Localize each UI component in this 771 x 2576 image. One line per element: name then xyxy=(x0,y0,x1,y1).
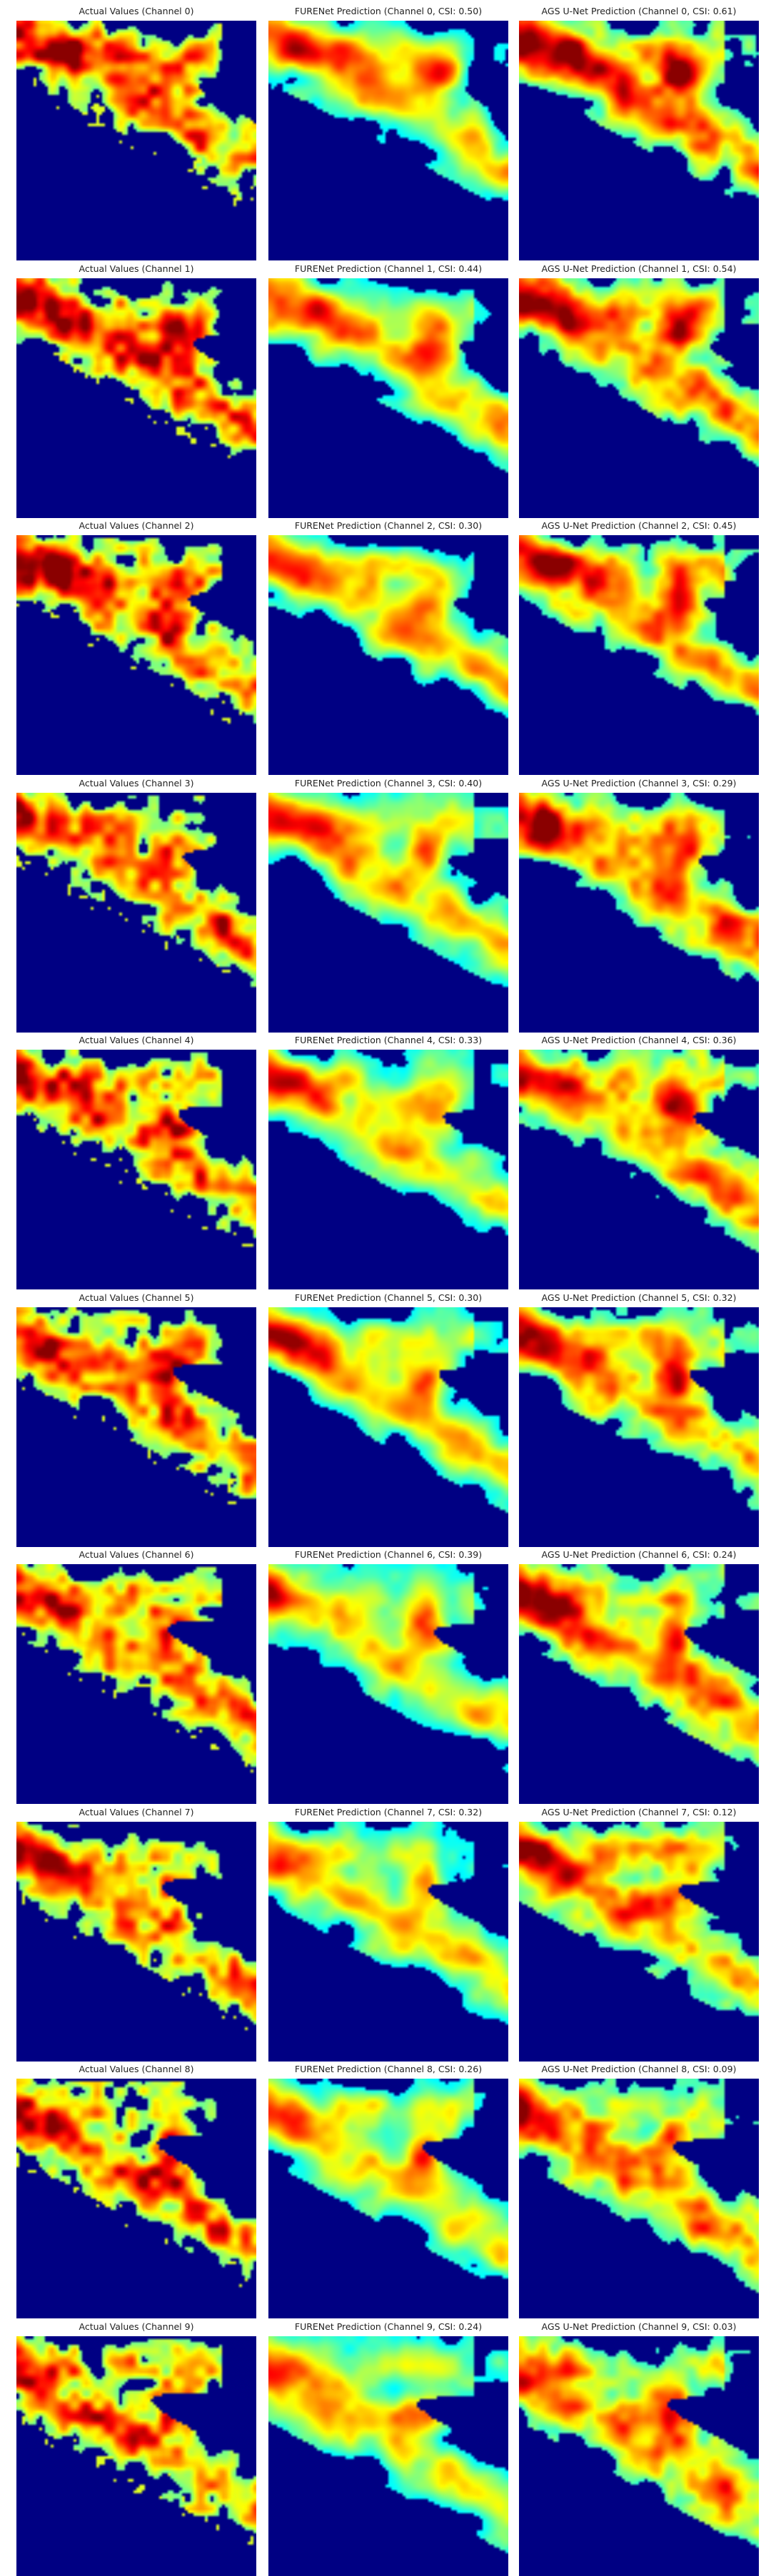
panel-title: Actual Values (Channel 7) xyxy=(79,1806,194,1817)
radar-heatmap-image xyxy=(268,1050,508,1289)
panel-title: FURENet Prediction (Channel 6, CSI: 0.39… xyxy=(294,1549,483,1560)
radar-heatmap-image xyxy=(16,2336,256,2576)
panel-furenet-prediction-channel-4: FURENet Prediction (Channel 4, CSI: 0.33… xyxy=(268,1033,508,1289)
panel-title: Actual Values (Channel 2) xyxy=(79,520,194,531)
radar-heatmap-image xyxy=(268,535,508,775)
radar-heatmap-image xyxy=(519,535,759,775)
panel-furenet-prediction-channel-6: FURENet Prediction (Channel 6, CSI: 0.39… xyxy=(268,1547,508,1804)
panel-title: FURENet Prediction (Channel 7, CSI: 0.32… xyxy=(294,1806,483,1817)
radar-heatmap-image xyxy=(268,2079,508,2318)
radar-heatmap-image xyxy=(268,1821,508,2062)
radar-heatmap-image xyxy=(268,2336,508,2576)
panel-title: AGS U-Net Prediction (Channel 8, CSI: 0.… xyxy=(541,2064,737,2074)
panel-title: FURENet Prediction (Channel 1, CSI: 0.44… xyxy=(294,263,483,274)
panel-title: AGS U-Net Prediction (Channel 4, CSI: 0.… xyxy=(541,1035,737,1045)
panel-actual-values-channel-7: Actual Values (Channel 7) xyxy=(16,1805,256,2062)
radar-heatmap-image xyxy=(519,1564,759,1804)
radar-heatmap-image xyxy=(519,278,759,518)
panel-title: AGS U-Net Prediction (Channel 5, CSI: 0.… xyxy=(541,1292,737,1303)
panel-title: AGS U-Net Prediction (Channel 2, CSI: 0.… xyxy=(541,520,737,531)
radar-heatmap-image xyxy=(16,278,256,518)
panel-actual-values-channel-8: Actual Values (Channel 8) xyxy=(16,2062,256,2318)
panel-title: FURENet Prediction (Channel 2, CSI: 0.30… xyxy=(294,520,483,531)
panel-actual-values-channel-5: Actual Values (Channel 5) xyxy=(16,1290,256,1547)
panel-ags-unet-prediction-channel-2: AGS U-Net Prediction (Channel 2, CSI: 0.… xyxy=(519,518,759,775)
panel-title: AGS U-Net Prediction (Channel 6, CSI: 0.… xyxy=(541,1549,737,1560)
panel-title: Actual Values (Channel 9) xyxy=(79,2321,194,2332)
radar-heatmap-image xyxy=(16,792,256,1033)
panel-furenet-prediction-channel-5: FURENet Prediction (Channel 5, CSI: 0.30… xyxy=(268,1290,508,1547)
radar-heatmap-image xyxy=(268,278,508,518)
panel-furenet-prediction-channel-7: FURENet Prediction (Channel 7, CSI: 0.32… xyxy=(268,1805,508,2062)
radar-heatmap-image xyxy=(519,1307,759,1547)
panel-actual-values-channel-2: Actual Values (Channel 2) xyxy=(16,518,256,775)
radar-heatmap-image xyxy=(519,21,759,260)
radar-heatmap-image xyxy=(16,1307,256,1547)
panel-ags-unet-prediction-channel-1: AGS U-Net Prediction (Channel 1, CSI: 0.… xyxy=(519,261,759,518)
panel-title: Actual Values (Channel 5) xyxy=(79,1292,194,1303)
panel-title: Actual Values (Channel 4) xyxy=(79,1035,194,1045)
radar-heatmap-image xyxy=(519,1821,759,2062)
panel-title: FURENet Prediction (Channel 5, CSI: 0.30… xyxy=(294,1292,483,1303)
panel-title: FURENet Prediction (Channel 9, CSI: 0.24… xyxy=(294,2321,483,2332)
panel-ags-unet-prediction-channel-0: AGS U-Net Prediction (Channel 0, CSI: 0.… xyxy=(519,4,759,260)
panel-title: AGS U-Net Prediction (Channel 3, CSI: 0.… xyxy=(541,777,737,788)
panel-title: Actual Values (Channel 3) xyxy=(79,777,194,788)
panel-title: FURENet Prediction (Channel 8, CSI: 0.26… xyxy=(294,2064,483,2074)
panel-ags-unet-prediction-channel-9: AGS U-Net Prediction (Channel 9, CSI: 0.… xyxy=(519,2319,759,2576)
panel-furenet-prediction-channel-1: FURENet Prediction (Channel 1, CSI: 0.44… xyxy=(268,261,508,518)
panel-title: AGS U-Net Prediction (Channel 1, CSI: 0.… xyxy=(541,263,737,274)
panel-title: AGS U-Net Prediction (Channel 9, CSI: 0.… xyxy=(541,2321,737,2332)
panel-actual-values-channel-9: Actual Values (Channel 9) xyxy=(16,2319,256,2576)
radar-heatmap-image xyxy=(519,1050,759,1289)
radar-heatmap-image xyxy=(268,1307,508,1547)
radar-heatmap-image xyxy=(519,792,759,1033)
panel-actual-values-channel-0: Actual Values (Channel 0) xyxy=(16,4,256,260)
panel-actual-values-channel-3: Actual Values (Channel 3) xyxy=(16,776,256,1033)
radar-heatmap-image xyxy=(268,792,508,1033)
panel-actual-values-channel-1: Actual Values (Channel 1) xyxy=(16,261,256,518)
radar-heatmap-image xyxy=(16,535,256,775)
radar-heatmap-image xyxy=(519,2336,759,2576)
panel-actual-values-channel-6: Actual Values (Channel 6) xyxy=(16,1547,256,1804)
radar-heatmap-image xyxy=(519,2079,759,2318)
radar-heatmap-image xyxy=(16,1564,256,1804)
panel-title: FURENet Prediction (Channel 3, CSI: 0.40… xyxy=(294,777,483,788)
panel-furenet-prediction-channel-2: FURENet Prediction (Channel 2, CSI: 0.30… xyxy=(268,518,508,775)
panel-title: FURENet Prediction (Channel 0, CSI: 0.50… xyxy=(294,6,483,16)
panel-ags-unet-prediction-channel-7: AGS U-Net Prediction (Channel 7, CSI: 0.… xyxy=(519,1805,759,2062)
panel-title: Actual Values (Channel 6) xyxy=(79,1549,194,1560)
panel-title: Actual Values (Channel 0) xyxy=(79,6,194,16)
radar-heatmap-image xyxy=(268,21,508,260)
panel-title: AGS U-Net Prediction (Channel 0, CSI: 0.… xyxy=(541,6,737,16)
panel-ags-unet-prediction-channel-3: AGS U-Net Prediction (Channel 3, CSI: 0.… xyxy=(519,776,759,1033)
panel-title: Actual Values (Channel 8) xyxy=(79,2064,194,2074)
panel-ags-unet-prediction-channel-5: AGS U-Net Prediction (Channel 5, CSI: 0.… xyxy=(519,1290,759,1547)
panel-ags-unet-prediction-channel-4: AGS U-Net Prediction (Channel 4, CSI: 0.… xyxy=(519,1033,759,1289)
radar-heatmap-image xyxy=(268,1564,508,1804)
radar-heatmap-image xyxy=(16,2079,256,2318)
panel-title: FURENet Prediction (Channel 4, CSI: 0.33… xyxy=(294,1035,483,1045)
panel-title: Actual Values (Channel 1) xyxy=(79,263,194,274)
panel-furenet-prediction-channel-3: FURENet Prediction (Channel 3, CSI: 0.40… xyxy=(268,776,508,1033)
panel-furenet-prediction-channel-8: FURENet Prediction (Channel 8, CSI: 0.26… xyxy=(268,2062,508,2318)
panel-furenet-prediction-channel-0: FURENet Prediction (Channel 0, CSI: 0.50… xyxy=(268,4,508,260)
panel-ags-unet-prediction-channel-8: AGS U-Net Prediction (Channel 8, CSI: 0.… xyxy=(519,2062,759,2318)
panel-ags-unet-prediction-channel-6: AGS U-Net Prediction (Channel 6, CSI: 0.… xyxy=(519,1547,759,1804)
radar-heatmap-image xyxy=(16,21,256,260)
panel-title: AGS U-Net Prediction (Channel 7, CSI: 0.… xyxy=(541,1806,737,1817)
panel-furenet-prediction-channel-9: FURENet Prediction (Channel 9, CSI: 0.24… xyxy=(268,2319,508,2576)
panel-actual-values-channel-4: Actual Values (Channel 4) xyxy=(16,1033,256,1289)
radar-heatmap-image xyxy=(16,1050,256,1289)
radar-heatmap-image xyxy=(16,1821,256,2062)
